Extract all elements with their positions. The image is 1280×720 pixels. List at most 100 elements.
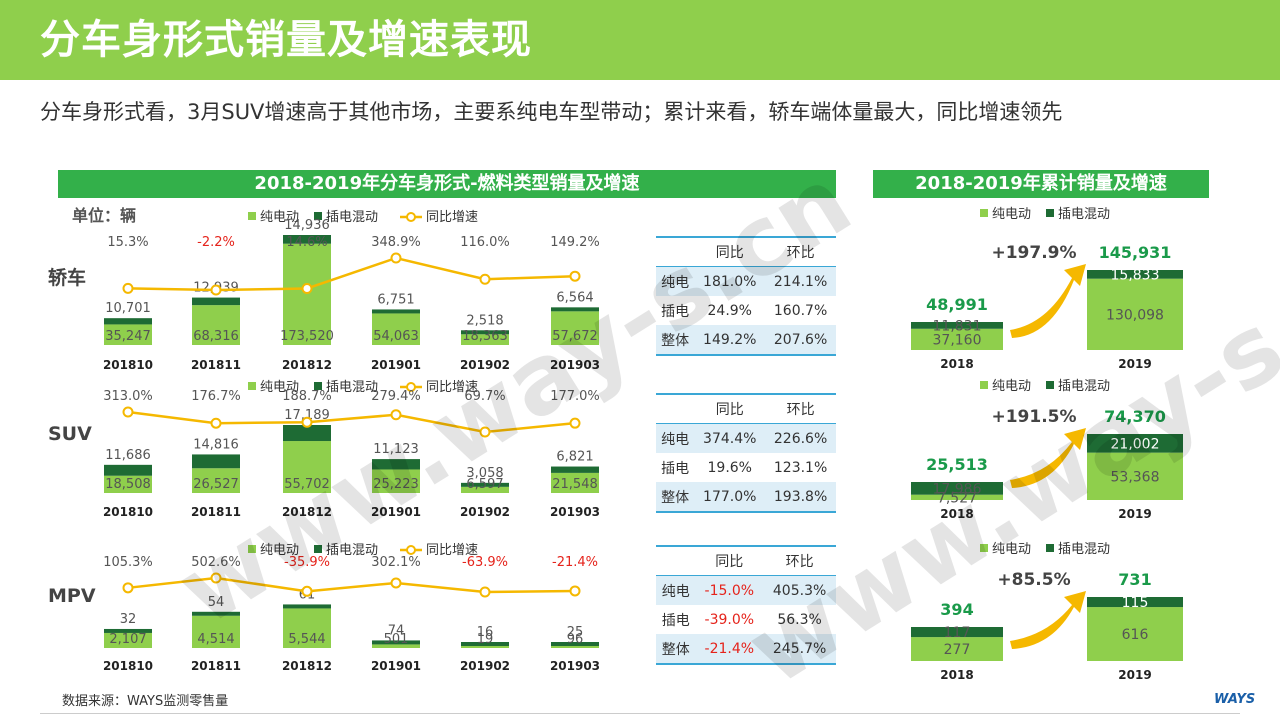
cum-label-ev: 7,527 bbox=[937, 490, 977, 506]
cum-label-phev: 17,986 bbox=[933, 481, 982, 497]
table-cell: 160.7% bbox=[773, 302, 828, 319]
cum-total-label: 74,370 bbox=[1104, 407, 1166, 426]
yoy-point bbox=[210, 417, 222, 429]
data-label-ev: 18,508 bbox=[105, 477, 151, 492]
table-header-cell: 同比 bbox=[694, 393, 766, 424]
data-label-phev: 11,686 bbox=[105, 448, 151, 463]
yoy-data-label: 502.6% bbox=[191, 555, 241, 570]
table-header-cell: 环比 bbox=[765, 393, 836, 424]
table-cell: 226.6% bbox=[765, 423, 836, 453]
bar-phev bbox=[283, 604, 331, 609]
legend-label-ev: 纯电动 bbox=[992, 542, 1031, 557]
legend-label-ev: 纯电动 bbox=[992, 207, 1031, 222]
legend-swatch-ev bbox=[248, 382, 256, 390]
yoy-point bbox=[122, 282, 134, 294]
data-label-phev: 11,123 bbox=[373, 442, 419, 457]
growth-arrow bbox=[1010, 428, 1086, 488]
table-header-cell: 同比 bbox=[695, 545, 764, 576]
bar-phev bbox=[104, 318, 152, 325]
title-bar bbox=[0, 0, 1280, 80]
table-cell: 123.1% bbox=[773, 459, 828, 476]
cum-bar-ev bbox=[911, 328, 1003, 350]
bar-ev bbox=[372, 644, 420, 648]
yoy-point bbox=[479, 273, 491, 285]
x-tick-label: 201812 bbox=[282, 505, 332, 519]
x-tick-label: 201811 bbox=[191, 659, 241, 673]
bar-ev bbox=[283, 608, 331, 648]
bar-ev bbox=[192, 615, 240, 648]
table-cell: -15.0% bbox=[695, 575, 764, 605]
x-tick-label: 201810 bbox=[103, 659, 153, 673]
yoy-data-label: 188.7% bbox=[282, 389, 332, 404]
cum-label-ev: 37,160 bbox=[933, 332, 982, 348]
data-label-ev: 19 bbox=[477, 632, 494, 647]
table-cell: 纯电 bbox=[656, 266, 695, 296]
cum-total-label: 731 bbox=[1118, 570, 1151, 589]
yoy-data-label: 313.0% bbox=[103, 389, 153, 404]
yoy-point bbox=[569, 417, 581, 429]
data-label-phev: 14,816 bbox=[193, 437, 239, 452]
data-label-phev: 6,751 bbox=[377, 292, 414, 307]
bar-ev bbox=[104, 475, 152, 493]
unit-label: 单位：辆 bbox=[72, 206, 137, 225]
bar-ev bbox=[372, 469, 420, 493]
bar-ev bbox=[104, 632, 152, 648]
data-label-ev: 96 bbox=[567, 632, 584, 647]
data-label-phev: 17,189 bbox=[284, 408, 330, 423]
bar-phev bbox=[192, 297, 240, 306]
data-label-ev: 5,544 bbox=[288, 632, 325, 647]
x-tick-label: 201811 bbox=[191, 505, 241, 519]
legend-label-yoy: 同比增速 bbox=[426, 543, 478, 558]
bar-ev bbox=[372, 313, 420, 345]
cum-x-tick-label: 2019 bbox=[1118, 668, 1151, 682]
table-cell: 24.9% bbox=[707, 302, 752, 319]
table-cell: 插电 bbox=[661, 303, 690, 320]
mpv-growth-table: 同比 环比 纯电 -15.0% 405.3% 插电 -39.0% 56.3% 整体 -21… bbox=[656, 545, 836, 665]
bar-phev bbox=[372, 640, 420, 645]
yoy-data-label: -2.2% bbox=[197, 235, 235, 250]
legend-swatch-ev bbox=[248, 545, 256, 553]
cum-x-tick-label: 2019 bbox=[1118, 507, 1151, 521]
legend-label-phev: 插电混动 bbox=[1058, 542, 1110, 557]
legend-swatch-phev bbox=[1046, 544, 1054, 552]
bar-phev bbox=[283, 425, 331, 442]
yoy-data-label: 177.0% bbox=[550, 389, 600, 404]
legend-label-ev: 纯电动 bbox=[260, 543, 299, 558]
table-cell: 193.8% bbox=[765, 482, 836, 513]
yoy-data-label: 176.7% bbox=[191, 389, 241, 404]
growth-arrow bbox=[1010, 264, 1086, 338]
yoy-data-label: 15.3% bbox=[107, 235, 148, 250]
right-section-header: 2018-2019年累计销量及增速 bbox=[873, 170, 1209, 198]
bar-ev bbox=[104, 324, 152, 345]
yoy-data-label: 279.4% bbox=[371, 389, 421, 404]
table-cell: 56.3% bbox=[777, 611, 822, 628]
data-label-ev: 21,548 bbox=[552, 477, 598, 492]
sedan-growth-table: 同比 环比 纯电 181.0% 214.1% 插电 24.9% 160.7% 整体 149… bbox=[656, 236, 836, 356]
table-cell: -39.0% bbox=[704, 611, 755, 628]
yoy-line bbox=[127, 256, 576, 292]
cum-label-phev: 11,831 bbox=[933, 318, 982, 334]
data-label-ev: 173,520 bbox=[280, 329, 334, 344]
data-label-ev: 18,363 bbox=[462, 329, 508, 344]
table-cell: 整体 bbox=[656, 325, 695, 356]
cum-growth-label: +191.5% bbox=[991, 407, 1076, 427]
data-label-phev: 74 bbox=[388, 623, 405, 638]
table-row: 纯电 -15.0% 405.3% bbox=[656, 575, 836, 605]
table-header-cell: 环比 bbox=[763, 545, 836, 576]
data-label-ev: 501 bbox=[384, 632, 409, 647]
cum-bar-phev bbox=[1087, 597, 1183, 608]
table-cell: 纯电 bbox=[656, 423, 695, 453]
cum-bar-ev bbox=[1087, 452, 1183, 500]
cum-total-label: 145,931 bbox=[1099, 243, 1172, 262]
yoy-point bbox=[210, 572, 222, 584]
x-tick-label: 201812 bbox=[282, 358, 332, 372]
table-row: 纯电 181.0% 214.1% bbox=[656, 266, 836, 296]
table-row: 纯电 374.4% 226.6% bbox=[656, 423, 836, 453]
legend-label-phev: 插电混动 bbox=[326, 380, 378, 395]
data-label-ev: 57,672 bbox=[552, 329, 598, 344]
legend-swatch-phev bbox=[314, 212, 322, 220]
legend-swatch-phev bbox=[1046, 209, 1054, 217]
cum-label-phev: 15,833 bbox=[1111, 267, 1160, 283]
table-cell: 插电 bbox=[661, 612, 690, 629]
legend-label-ev: 纯电动 bbox=[992, 379, 1031, 394]
